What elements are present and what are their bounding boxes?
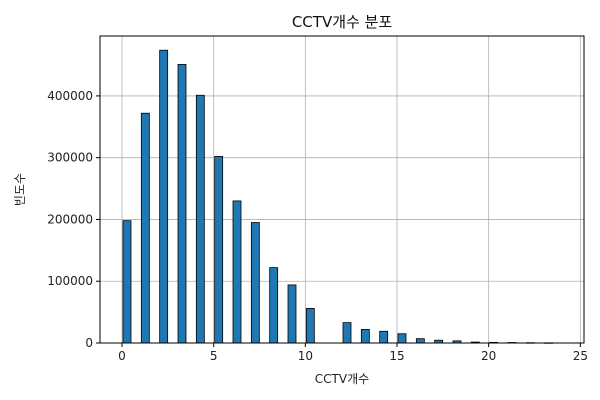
x-tick-label: 25 [573, 349, 588, 363]
x-axis: 0 5 10 15 20 25 [118, 343, 588, 363]
y-tick-label: 300000 [47, 151, 93, 165]
bar [122, 220, 132, 344]
bar [269, 267, 279, 344]
x-tick-label: 0 [118, 349, 126, 363]
bar [342, 322, 352, 344]
bars [122, 49, 554, 344]
y-tick-label: 100000 [47, 274, 93, 288]
grid-lines [100, 36, 584, 344]
y-tick-label: 200000 [47, 212, 93, 226]
bar [250, 222, 260, 344]
y-axis: 0 100000 200000 300000 400000 [47, 89, 100, 350]
plot-frame [99, 35, 585, 344]
bar [415, 338, 425, 344]
bar [177, 64, 187, 344]
chart-title: CCTV개수 분포 [292, 13, 393, 31]
y-tick-label: 400000 [47, 89, 93, 103]
x-tick-label: 10 [298, 349, 313, 363]
bar [305, 308, 315, 344]
bar [140, 112, 150, 344]
x-tick-label: 15 [389, 349, 404, 363]
bar [195, 94, 205, 344]
y-tick-label: 0 [85, 336, 93, 350]
bar [360, 329, 370, 344]
y-axis-label: 빈도수 [13, 173, 27, 206]
x-tick-label: 20 [481, 349, 496, 363]
bar [232, 200, 242, 344]
bar [397, 333, 407, 344]
bar [159, 49, 169, 344]
x-axis-label: CCTV개수 [315, 372, 369, 386]
x-tick-label: 5 [210, 349, 218, 363]
bar [214, 156, 224, 344]
bar [379, 330, 389, 344]
bar [287, 284, 297, 344]
